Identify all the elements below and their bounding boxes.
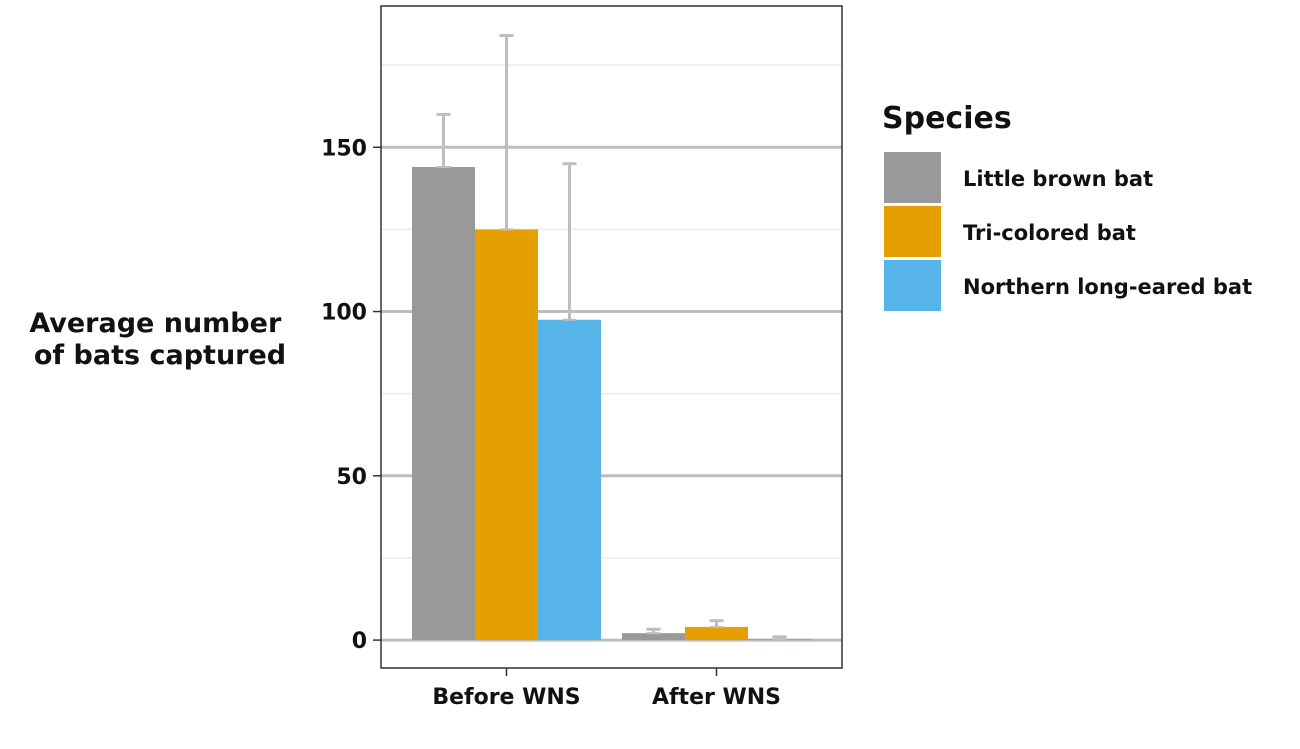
x-tick-label: After WNS <box>652 685 781 710</box>
bar <box>685 626 748 641</box>
bar <box>622 633 685 641</box>
y-axis: 0 50 100 150 <box>321 136 381 654</box>
legend-key <box>884 152 941 203</box>
bar <box>475 229 538 641</box>
legend-key <box>884 260 941 311</box>
y-tick-label: 150 <box>321 136 367 161</box>
y-tick-label: 100 <box>321 301 367 326</box>
y-axis-label: Average number of bats captured <box>29 308 290 371</box>
legend-label: Tri-colored bat <box>963 221 1136 245</box>
legend: Species Little brown bat Tri-colored bat N… <box>882 101 1252 311</box>
legend-label: Northern long-eared bat <box>963 275 1252 299</box>
bar <box>412 166 475 641</box>
x-axis: Before WNS After WNS <box>432 668 781 710</box>
legend-label: Little brown bat <box>963 167 1153 191</box>
x-tick-label: Before WNS <box>432 685 580 710</box>
y-tick-label: 0 <box>352 629 367 654</box>
legend-title: Species <box>882 101 1012 136</box>
bar <box>538 319 601 641</box>
legend-key <box>884 206 941 257</box>
error-bars <box>436 34 787 641</box>
plot-panel-border <box>380 5 843 669</box>
y-tick-label: 50 <box>336 465 367 490</box>
bars <box>412 166 811 641</box>
